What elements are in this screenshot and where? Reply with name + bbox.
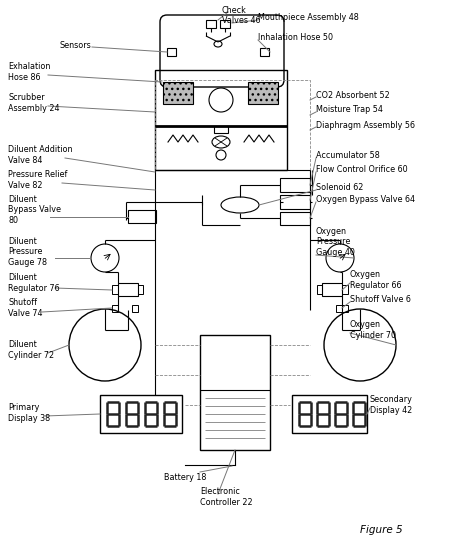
Bar [260,48,269,56]
Text: Flow Control Orifice 60: Flow Control Orifice 60 [316,165,408,175]
Bar [342,305,348,312]
Text: Diluent
Pressure
Gauge 78: Diluent Pressure Gauge 78 [8,237,47,267]
Text: Pressure Relief
Valve 82: Pressure Relief Valve 82 [8,170,67,190]
Text: Shutoff Valve 6: Shutoff Valve 6 [350,295,411,305]
Bar [280,195,310,209]
Text: Accumulator 58: Accumulator 58 [316,151,380,159]
Bar [206,20,216,28]
Text: Battery 18: Battery 18 [164,473,206,481]
Bar [132,305,138,312]
Bar [317,285,322,294]
Text: Solenoid 62: Solenoid 62 [316,183,364,193]
Text: Diluent
Bypass Valve
80: Diluent Bypass Valve 80 [8,195,61,225]
Text: Sensors: Sensors [60,40,92,50]
Bar [167,48,176,56]
Text: Moisture Trap 54: Moisture Trap 54 [316,106,383,114]
Bar [280,212,310,225]
Bar [200,335,270,450]
Text: Oxygen
Pressure
Gauge 40: Oxygen Pressure Gauge 40 [316,227,355,257]
Bar [322,283,342,296]
Bar [280,178,310,192]
Text: Primary
Display 38: Primary Display 38 [8,403,50,423]
Text: Diluent
Regulator 76: Diluent Regulator 76 [8,273,60,293]
Bar [155,80,310,170]
Bar [248,82,278,104]
Bar [220,20,230,28]
Bar [155,70,287,170]
Bar [163,82,193,104]
Text: Check
Valves 46: Check Valves 46 [222,6,261,26]
Text: Oxygen
Cylinder 70: Oxygen Cylinder 70 [350,320,396,339]
Text: Exhalation
Hose 86: Exhalation Hose 86 [8,63,50,82]
Bar [336,305,342,312]
Text: Mouthpiece Assembly 48: Mouthpiece Assembly 48 [258,14,359,22]
Bar [292,395,367,433]
Text: Shutoff
Valve 74: Shutoff Valve 74 [8,298,43,318]
Text: Figure 5: Figure 5 [360,525,402,535]
Bar [112,285,118,294]
Text: Inhalation Hose 50: Inhalation Hose 50 [258,34,333,42]
Text: Diluent
Cylinder 72: Diluent Cylinder 72 [8,341,54,360]
Text: Scrubber
Assembly 24: Scrubber Assembly 24 [8,94,60,113]
Text: Diluent Addition
Valve 84: Diluent Addition Valve 84 [8,145,73,165]
Text: Secondary
Display 42: Secondary Display 42 [370,395,413,415]
Text: Electronic
Controller 22: Electronic Controller 22 [200,487,253,506]
Bar [118,283,138,296]
Text: CO2 Absorbent 52: CO2 Absorbent 52 [316,90,390,100]
Text: Oxygen
Regulator 66: Oxygen Regulator 66 [350,270,401,290]
Bar [112,305,118,312]
Bar [100,395,182,433]
Bar [214,126,228,133]
Bar [342,285,348,294]
Bar [128,210,156,223]
Text: Oxygen Bypass Valve 64: Oxygen Bypass Valve 64 [316,195,415,205]
Bar [138,285,143,294]
Text: Diaphragm Assembly 56: Diaphragm Assembly 56 [316,121,415,129]
